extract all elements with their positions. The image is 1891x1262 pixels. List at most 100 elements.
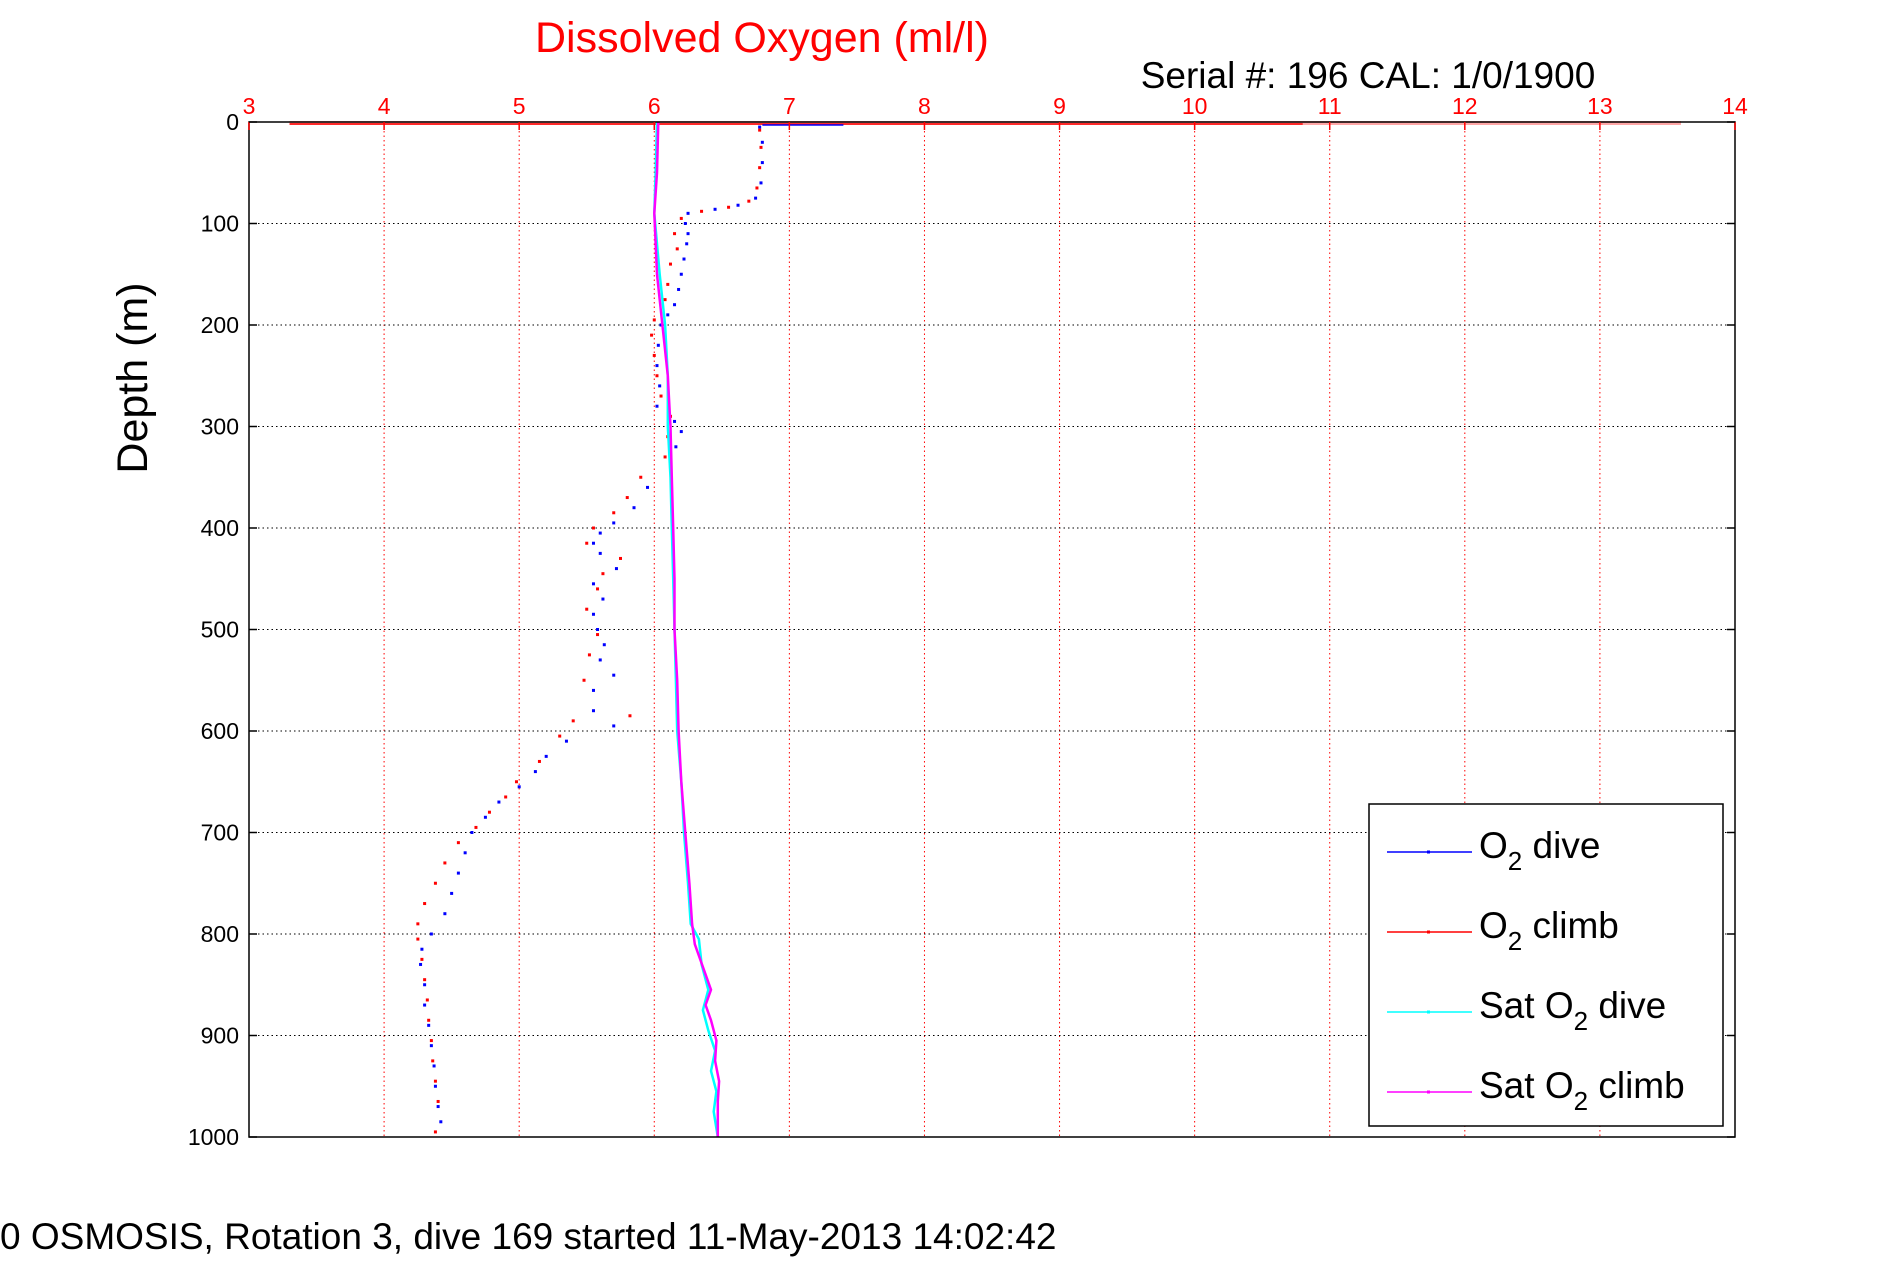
y-tick-label: 300 [201,414,239,440]
data-point [758,166,762,170]
data-point [429,1044,433,1048]
data-point [450,891,454,895]
data-point [639,475,643,479]
x-tick-label: 14 [1722,93,1748,119]
data-point [596,587,600,591]
data-point [419,962,423,966]
data-point [585,541,589,545]
data-point [436,1099,440,1103]
data-point [591,709,595,713]
data-point [656,343,660,347]
data-point [650,333,654,337]
data-point [683,222,687,225]
data-point [602,643,606,647]
data-point [564,739,568,743]
data-point [591,582,595,586]
data-point [587,653,591,657]
data-point [628,714,632,718]
series-line [653,121,721,1137]
data-point [663,455,667,459]
data-point [429,932,433,936]
data-point [673,232,677,236]
data-point [487,810,491,814]
data-series [416,121,764,1138]
serial-calibration-label: Serial #: 196 CAL: 1/0/1900 [1141,55,1596,96]
legend-entry-label: O2 climb [1479,905,1619,956]
legend-entry-label: O2 dive [1479,825,1600,876]
data-point [504,795,508,799]
data-point [433,1130,437,1134]
x-tick-label: 3 [243,93,256,119]
data-point [425,998,429,1002]
data-point [427,1023,431,1027]
data-point [619,556,622,560]
data-point [668,262,672,266]
data-point [646,485,650,489]
data-point [632,506,636,510]
data-point [658,384,662,388]
data-point [612,521,616,525]
data-point [760,161,764,165]
data-point [686,232,690,236]
data-point [483,815,487,819]
data-point [431,1059,435,1063]
data-point [675,247,679,251]
x-tick-label: 9 [1053,93,1066,119]
data-point [433,1079,437,1083]
data-point [598,551,602,555]
y-tick-label: 200 [201,312,239,338]
data-point [433,881,437,885]
x-tick-label: 12 [1452,93,1478,119]
legend-entry-label: Sat O2 climb [1479,1065,1685,1116]
axis-ticks: 3 4 5 6 7 8 9 10 11 12 13 14 0 100 200 300 400 500 600 700 8… [188,93,1748,1150]
data-point [673,419,677,423]
y-tick-label: 0 [226,109,239,135]
data-point [429,1039,433,1043]
data-point [598,531,602,535]
data-point [685,242,689,246]
data-point [713,207,717,211]
legend-marker [1427,850,1430,854]
x-tick-label: 6 [648,93,661,119]
y-tick-label: 100 [201,211,239,237]
data-point [456,841,460,845]
data-point [652,318,656,322]
data-point [679,216,683,220]
y-tick-label: 500 [201,617,239,643]
data-point [470,831,474,834]
dive-info-footer: 0 OSMOSIS, Rotation 3, dive 169 started … [0,1216,1056,1257]
data-point [443,861,447,865]
y-tick-label: 1000 [188,1124,239,1150]
data-point [591,526,595,530]
y-tick-label: 700 [201,820,239,846]
data-point [759,145,763,149]
data-point [591,612,595,616]
data-point [423,902,427,906]
data-point [612,511,616,515]
series-o2-climb [416,128,763,1134]
data-point [497,800,501,804]
legend-marker [1427,1090,1430,1094]
legend-marker [1427,930,1430,934]
data-point [591,688,595,692]
data-point [420,947,424,951]
data-point [514,780,518,784]
x-tick-label: 8 [918,93,931,119]
x-tick-label: 5 [513,93,526,119]
data-point [571,719,575,723]
y-axis-label: Depth (m) [109,282,157,473]
data-point [601,597,605,601]
data-point [659,394,663,398]
data-point [423,1003,427,1007]
data-point [439,1120,443,1124]
data-point [416,937,420,941]
data-point [420,957,424,961]
data-point [652,353,656,357]
data-point [558,734,562,738]
data-point [659,323,663,327]
data-point [655,374,659,378]
y-tick-label: 900 [201,1023,239,1049]
data-point [582,678,586,682]
y-tick-label: 800 [201,921,239,947]
